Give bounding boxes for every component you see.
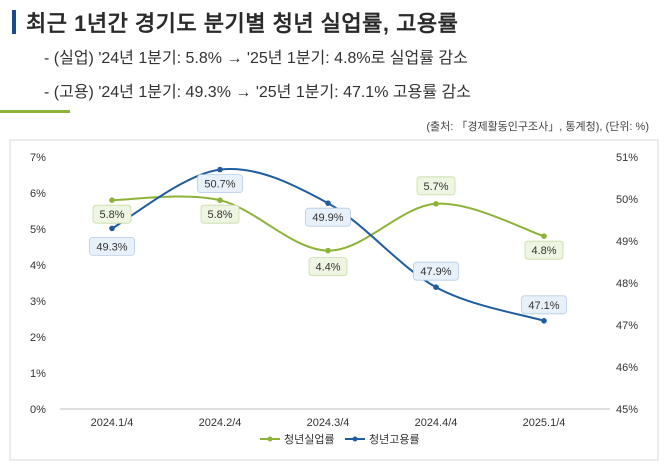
source-note: (출처: 「경제활동인구조사」, 통계청), (단위: %) [426,121,649,133]
point-employment [217,166,223,173]
x-tick: 2024.2/4 [199,417,242,429]
point-unemployment [325,247,331,254]
data-label-employment-box [197,174,243,194]
point-employment [433,284,439,291]
bullet-unemployment: - (실업) '24년 1분기: 5.8% → '25년 1분기: 4.8%로 … [44,50,468,67]
data-label-unemployment: 5.8% [99,209,124,221]
y-right-tick: 51% [616,152,638,164]
point-unemployment [541,233,547,239]
header-underline [0,110,70,113]
point-unemployment [217,197,223,203]
point-unemployment [109,197,115,203]
title-accent-bar [12,10,16,34]
x-tick: 2024.4/4 [415,417,458,429]
legend-marker-employment [352,436,358,442]
y-left-tick: 0% [30,404,46,416]
y-left-tick: 3% [30,296,46,308]
data-label-employment-box [413,261,459,281]
data-label-employment-box [521,295,567,315]
data-label-unemployment-box [308,257,348,277]
y-left-tick: 1% [30,368,46,380]
point-unemployment [433,201,439,207]
y-right-tick: 48% [616,278,638,290]
point-employment [109,225,115,232]
legend-label-unemployment: 청년실업률 [284,433,335,446]
series-line-employment [111,167,545,322]
x-tick: 2025.1/4 [523,417,566,429]
data-label-unemployment: 5.8% [207,209,232,221]
data-label-employment: 47.1% [528,300,559,312]
data-label-unemployment-box [524,240,564,260]
point-employment [541,318,547,324]
bullet-employment: - (고용) '24년 1분기: 49.3% → '25년 1분기: 47.1%… [44,84,471,101]
page-title: 최근 1년간 경기도 분기별 청년 실업률, 고용률 [26,11,459,36]
data-label-employment: 50.7% [204,179,235,191]
y-right-tick: 47% [616,320,638,332]
legend-label-employment: 청년고용률 [369,433,420,446]
chart-frame [9,139,659,461]
x-tick: 2024.1/4 [91,417,134,429]
data-label-unemployment: 5.7% [423,181,448,193]
y-left-tick: 7% [30,152,46,164]
y-left-tick: 2% [30,332,46,344]
x-tick: 2024.3/4 [307,417,350,429]
y-right-tick: 50% [616,194,638,206]
data-label-unemployment: 4.8% [531,245,556,257]
data-label-unemployment: 4.4% [315,262,340,274]
y-right-tick: 49% [616,236,638,248]
data-label-unemployment-box [92,204,132,224]
y-left-tick: 6% [30,188,46,200]
data-label-employment: 49.9% [312,212,343,224]
data-label-employment-box [89,236,135,256]
y-left-tick: 4% [30,260,46,272]
point-employment [325,200,331,206]
y-right-tick: 46% [616,362,638,374]
y-right-tick: 45% [616,404,638,416]
legend-marker-unemployment [267,436,273,442]
data-label-unemployment-box [200,204,240,224]
data-label-employment-box [305,207,351,227]
y-left-tick: 5% [30,224,46,236]
data-label-unemployment-box [416,176,456,196]
data-label-employment: 49.3% [96,241,127,253]
data-label-employment: 47.9% [420,266,451,278]
